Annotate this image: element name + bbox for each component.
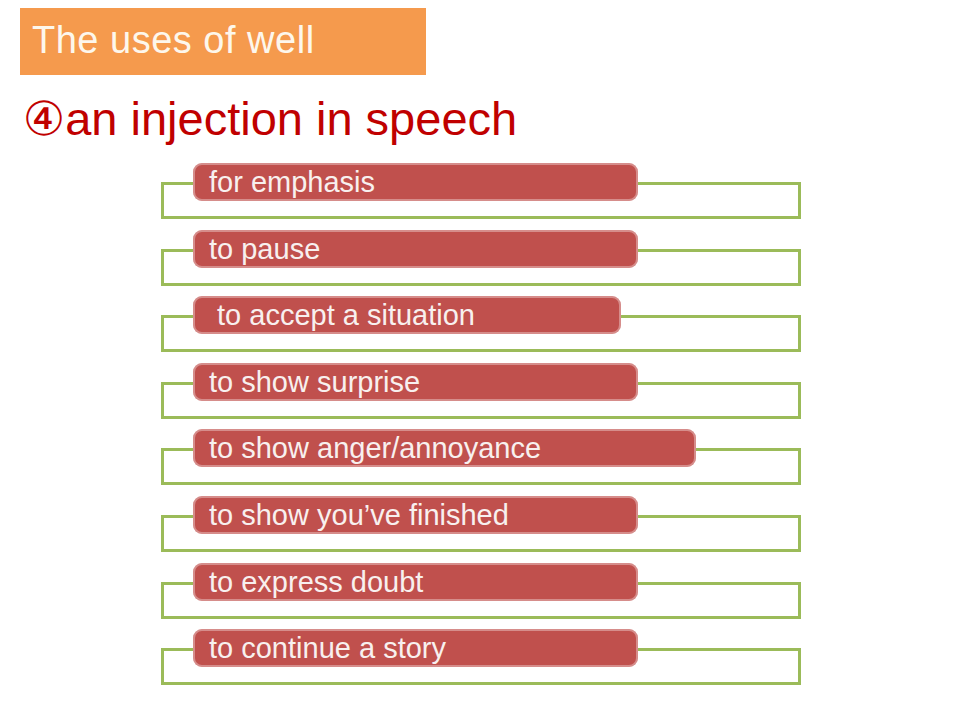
item-bar: to accept a situation [193, 296, 621, 334]
item-bar: to pause [193, 230, 638, 268]
item-label: to express doubt [193, 563, 423, 601]
item-label: to continue a story [193, 629, 446, 667]
header-banner: The uses of well [20, 8, 426, 75]
list-item: to pause [0, 230, 960, 286]
uses-list: for emphasis to pause to accept a situat… [0, 163, 960, 696]
item-label: to show you’ve finished [193, 496, 509, 534]
item-bar: for emphasis [193, 163, 638, 201]
item-label: for emphasis [193, 163, 375, 201]
item-label: to accept a situation [193, 296, 475, 334]
item-label: to show anger/annoyance [193, 429, 541, 467]
list-item: to show you’ve finished [0, 496, 960, 552]
slide: The uses of well ④an injection in speech… [0, 0, 960, 720]
item-bar: to show you’ve finished [193, 496, 638, 534]
item-bar: to show anger/annoyance [193, 429, 696, 467]
item-bar: to continue a story [193, 629, 638, 667]
item-bar: to express doubt [193, 563, 638, 601]
list-item: to show surprise [0, 363, 960, 419]
list-item: to show anger/annoyance [0, 429, 960, 485]
list-item: for emphasis [0, 163, 960, 219]
header-title: The uses of well [20, 21, 315, 63]
page-title: ④an injection in speech [23, 90, 517, 149]
list-item: to express doubt [0, 563, 960, 619]
list-item: to accept a situation [0, 296, 960, 352]
item-label: to show surprise [193, 363, 420, 401]
item-bar: to show surprise [193, 363, 638, 401]
list-item: to continue a story [0, 629, 960, 685]
item-label: to pause [193, 230, 320, 268]
